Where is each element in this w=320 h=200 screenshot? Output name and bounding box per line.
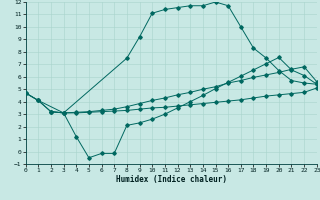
X-axis label: Humidex (Indice chaleur): Humidex (Indice chaleur) [116,175,227,184]
